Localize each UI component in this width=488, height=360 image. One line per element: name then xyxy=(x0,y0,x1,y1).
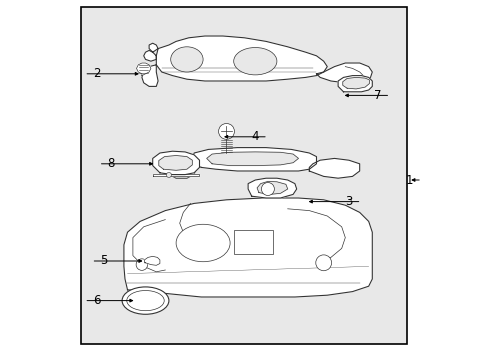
Polygon shape xyxy=(143,50,156,61)
Polygon shape xyxy=(342,77,368,89)
Polygon shape xyxy=(136,63,151,76)
Polygon shape xyxy=(156,36,326,81)
Polygon shape xyxy=(257,181,287,194)
Text: 1: 1 xyxy=(405,174,412,186)
Circle shape xyxy=(166,172,171,177)
Polygon shape xyxy=(152,151,199,175)
Text: 7: 7 xyxy=(373,89,381,102)
Polygon shape xyxy=(149,43,158,52)
Polygon shape xyxy=(316,63,371,83)
Ellipse shape xyxy=(126,291,164,311)
Text: 2: 2 xyxy=(93,67,101,80)
Polygon shape xyxy=(152,174,199,176)
Text: 4: 4 xyxy=(251,130,259,143)
Polygon shape xyxy=(309,158,359,178)
Ellipse shape xyxy=(233,48,276,75)
Text: 6: 6 xyxy=(93,294,101,307)
Circle shape xyxy=(136,259,147,270)
Polygon shape xyxy=(142,65,158,86)
Polygon shape xyxy=(192,148,316,171)
Circle shape xyxy=(218,123,234,139)
Polygon shape xyxy=(337,76,371,92)
Text: 5: 5 xyxy=(100,255,107,267)
Circle shape xyxy=(261,183,274,195)
Polygon shape xyxy=(167,158,196,178)
Polygon shape xyxy=(206,152,298,166)
Text: 8: 8 xyxy=(107,157,115,170)
Ellipse shape xyxy=(176,224,230,262)
Polygon shape xyxy=(247,178,296,198)
Bar xyxy=(233,230,273,254)
Ellipse shape xyxy=(122,287,168,314)
Text: 3: 3 xyxy=(345,195,352,208)
Polygon shape xyxy=(123,198,371,297)
Ellipse shape xyxy=(170,47,203,72)
Polygon shape xyxy=(144,256,160,265)
Polygon shape xyxy=(159,156,192,170)
Circle shape xyxy=(315,255,331,271)
